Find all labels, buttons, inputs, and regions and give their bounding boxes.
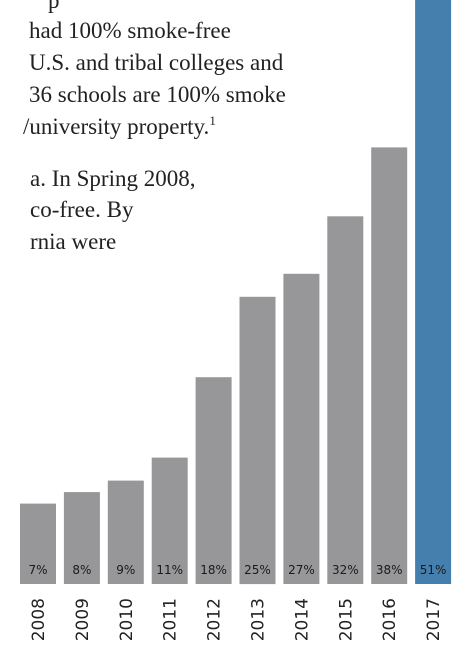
bar-2012 xyxy=(195,377,232,584)
bar-value-label: 8% xyxy=(72,563,91,577)
year-tick-label: 2017 xyxy=(424,598,444,641)
bar-2010 xyxy=(107,480,144,584)
year-tick-label: 2012 xyxy=(205,598,225,641)
bar-2017 xyxy=(415,0,452,584)
bar-value-label: 38% xyxy=(376,563,403,577)
year-tick-label: 2015 xyxy=(336,598,356,641)
year-tick-label: 2008 xyxy=(29,598,49,641)
bar-value-label: 11% xyxy=(156,563,183,577)
bar-2011 xyxy=(151,457,188,584)
bar-2008 xyxy=(20,503,56,584)
bar-2013 xyxy=(239,296,276,585)
year-tick-label: 2016 xyxy=(380,598,400,641)
bar-value-label: 32% xyxy=(332,563,359,577)
bar-value-label: 51% xyxy=(420,563,447,577)
year-tick-label: 2009 xyxy=(73,598,93,641)
bar-2009 xyxy=(63,492,100,584)
year-tick-label: 2014 xyxy=(292,598,312,641)
year-tick-label: 2010 xyxy=(117,598,137,641)
year-tick-label: 2013 xyxy=(249,598,269,641)
bar-value-label: 25% xyxy=(244,563,271,577)
bar-value-label: 27% xyxy=(288,563,315,577)
bar-2014 xyxy=(283,273,320,584)
bar-value-label: 9% xyxy=(116,563,135,577)
bar-value-label: 18% xyxy=(200,563,227,577)
bar-2016 xyxy=(371,147,408,584)
year-tick-label: 2011 xyxy=(161,598,181,641)
bar-value-label: 7% xyxy=(28,563,47,577)
bar-2015 xyxy=(327,216,364,585)
